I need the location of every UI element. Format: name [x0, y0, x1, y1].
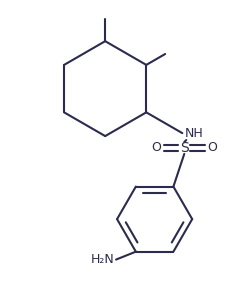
Text: H₂N: H₂N — [90, 253, 114, 266]
Text: S: S — [180, 141, 189, 155]
Text: O: O — [207, 142, 217, 154]
Text: O: O — [152, 142, 162, 154]
Text: NH: NH — [184, 127, 203, 140]
